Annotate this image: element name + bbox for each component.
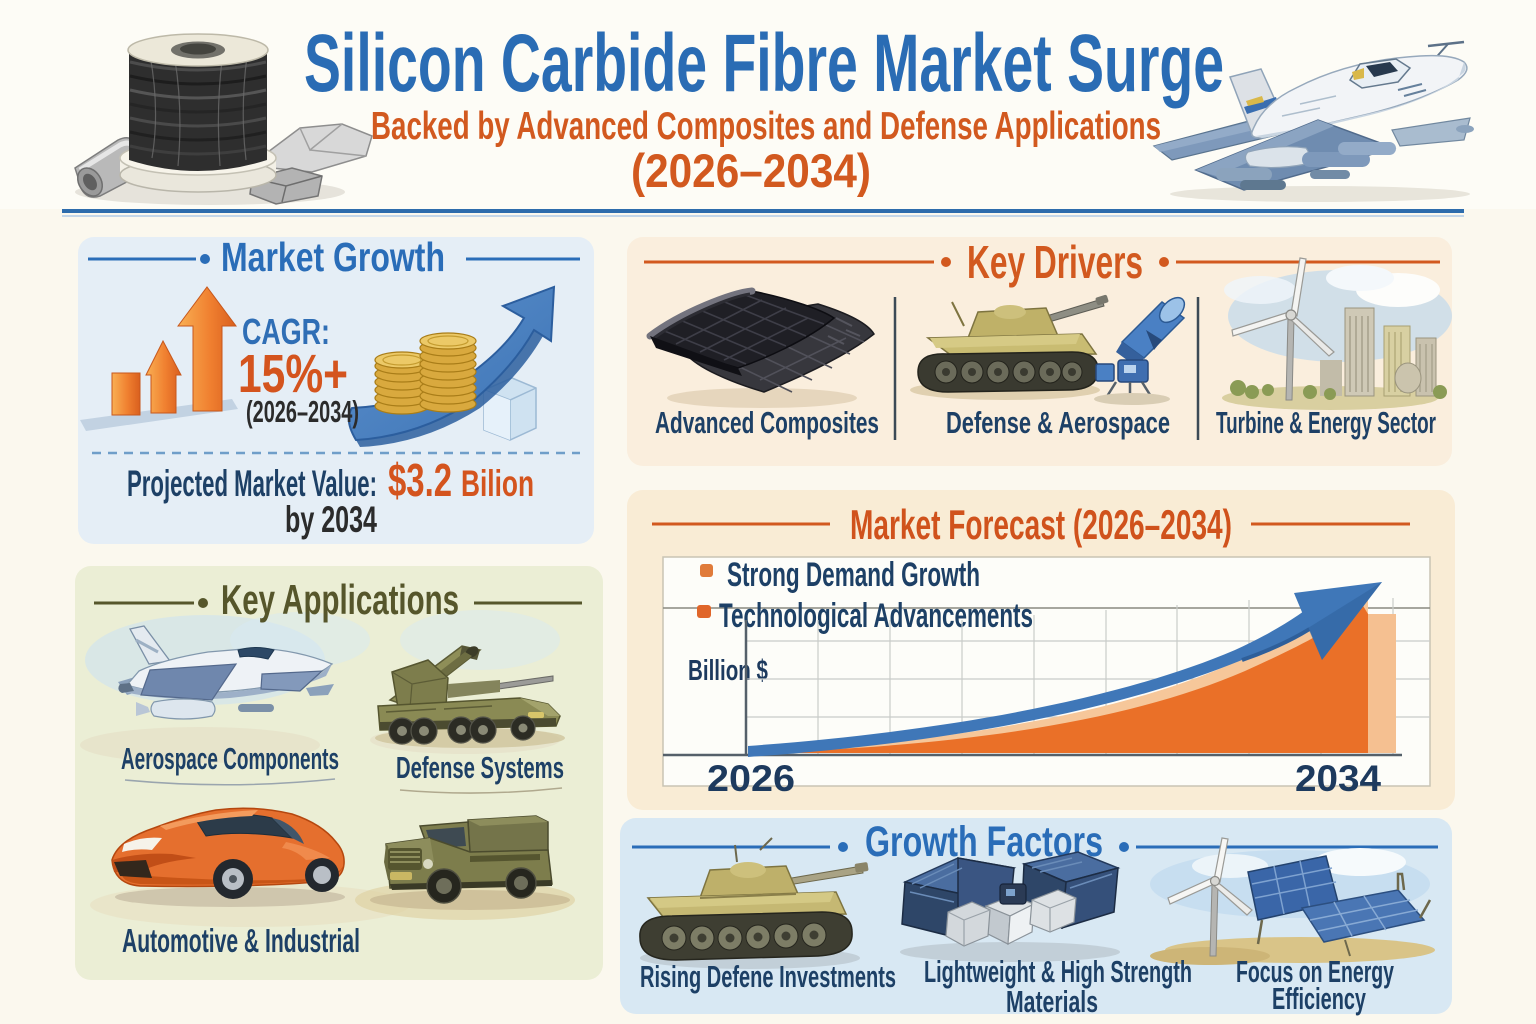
svg-text:Lightweight & High Strength: Lightweight & High Strength xyxy=(924,954,1192,989)
svg-text:Market Forecast (2026–2034): Market Forecast (2026–2034) xyxy=(850,501,1232,548)
svg-text:Projected Market Value:: Projected Market Value: xyxy=(127,463,377,504)
svg-text:Materials: Materials xyxy=(1006,984,1098,1019)
svg-text:Key Drivers: Key Drivers xyxy=(967,236,1143,288)
svg-text:Advanced Composites: Advanced Composites xyxy=(655,405,879,440)
svg-text:by 2034: by 2034 xyxy=(285,499,377,540)
svg-text:$3.2: $3.2 xyxy=(388,454,452,506)
svg-text:Silicon Carbide Fibre Market S: Silicon Carbide Fibre Market Surge xyxy=(304,18,1224,109)
svg-text:(2026–2034): (2026–2034) xyxy=(246,394,359,429)
svg-text:Market Growth: Market Growth xyxy=(221,234,445,280)
svg-text:2034: 2034 xyxy=(1295,758,1381,799)
svg-text:Strong Demand Growth: Strong Demand Growth xyxy=(727,556,980,594)
svg-text:Aerospace Components: Aerospace Components xyxy=(121,741,339,776)
svg-text:Defense & Aerospace: Defense & Aerospace xyxy=(946,405,1170,440)
svg-text:Technological Advancements: Technological Advancements xyxy=(719,597,1033,635)
svg-text:(2026–2034): (2026–2034) xyxy=(631,144,871,197)
svg-text:Efficiency: Efficiency xyxy=(1272,981,1366,1016)
svg-text:Focus on Energy: Focus on Energy xyxy=(1236,954,1394,989)
svg-text:2026: 2026 xyxy=(707,758,795,799)
svg-text:Automotive & Industrial: Automotive & Industrial xyxy=(122,922,360,959)
svg-text:Key Applications: Key Applications xyxy=(221,576,459,623)
svg-text:Defense Systems: Defense Systems xyxy=(396,750,564,785)
svg-text:Turbine & Energy Sector: Turbine & Energy Sector xyxy=(1216,405,1436,440)
svg-text:Bilion: Bilion xyxy=(461,463,534,504)
svg-text:Backed by Advanced Composites: Backed by Advanced Composites and Defens… xyxy=(371,105,1161,148)
svg-text:15%+: 15%+ xyxy=(238,344,348,404)
svg-text:Rising Defene Investments: Rising Defene Investments xyxy=(640,959,896,994)
svg-text:CAGR:: CAGR: xyxy=(242,311,330,352)
svg-text:Billion $: Billion $ xyxy=(688,655,768,687)
